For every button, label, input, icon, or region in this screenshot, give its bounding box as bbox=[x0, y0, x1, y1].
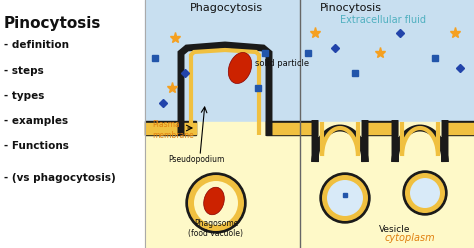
Text: Extracellular fluid: Extracellular fluid bbox=[340, 15, 426, 25]
Text: Phagosome
(food vacuole): Phagosome (food vacuole) bbox=[189, 218, 244, 238]
Bar bbox=[300, 0, 474, 122]
Text: Pinocytosis: Pinocytosis bbox=[4, 16, 101, 31]
Bar bbox=[443, 123, 474, 133]
Text: Vesicle: Vesicle bbox=[379, 225, 411, 234]
Bar bbox=[145, 123, 196, 133]
Text: Plasma
membrane: Plasma membrane bbox=[152, 120, 194, 140]
Text: Pseudopodium: Pseudopodium bbox=[168, 155, 224, 164]
Circle shape bbox=[322, 175, 368, 221]
Circle shape bbox=[194, 181, 238, 225]
Text: - types: - types bbox=[4, 91, 45, 101]
Circle shape bbox=[186, 173, 246, 233]
Text: cytoplasm: cytoplasm bbox=[385, 233, 435, 243]
Text: Phagocytosis: Phagocytosis bbox=[190, 3, 263, 13]
Circle shape bbox=[320, 173, 370, 223]
Circle shape bbox=[405, 173, 445, 213]
Text: - definition: - definition bbox=[4, 40, 69, 50]
Bar bbox=[145, 0, 300, 122]
Bar bbox=[300, 123, 317, 133]
Circle shape bbox=[327, 180, 363, 216]
Text: Pinocytosis: Pinocytosis bbox=[320, 3, 382, 13]
Bar bbox=[145, 122, 300, 248]
Text: - steps: - steps bbox=[4, 66, 44, 76]
Bar bbox=[266, 123, 300, 133]
Text: solid particle: solid particle bbox=[255, 59, 309, 67]
Bar bbox=[266, 121, 300, 135]
Bar bbox=[443, 121, 474, 135]
Text: - examples: - examples bbox=[4, 116, 68, 126]
Bar bbox=[300, 122, 474, 248]
Ellipse shape bbox=[204, 187, 224, 215]
Bar bbox=[363, 123, 397, 133]
Circle shape bbox=[410, 178, 440, 208]
Text: - (vs phagocytosis): - (vs phagocytosis) bbox=[4, 173, 116, 183]
Ellipse shape bbox=[228, 53, 252, 84]
Bar bbox=[300, 121, 317, 135]
Bar bbox=[0, 0, 145, 248]
Circle shape bbox=[403, 171, 447, 215]
Text: - Functions: - Functions bbox=[4, 141, 69, 151]
Bar bbox=[363, 121, 397, 135]
Bar bbox=[145, 121, 196, 135]
Circle shape bbox=[188, 175, 244, 231]
